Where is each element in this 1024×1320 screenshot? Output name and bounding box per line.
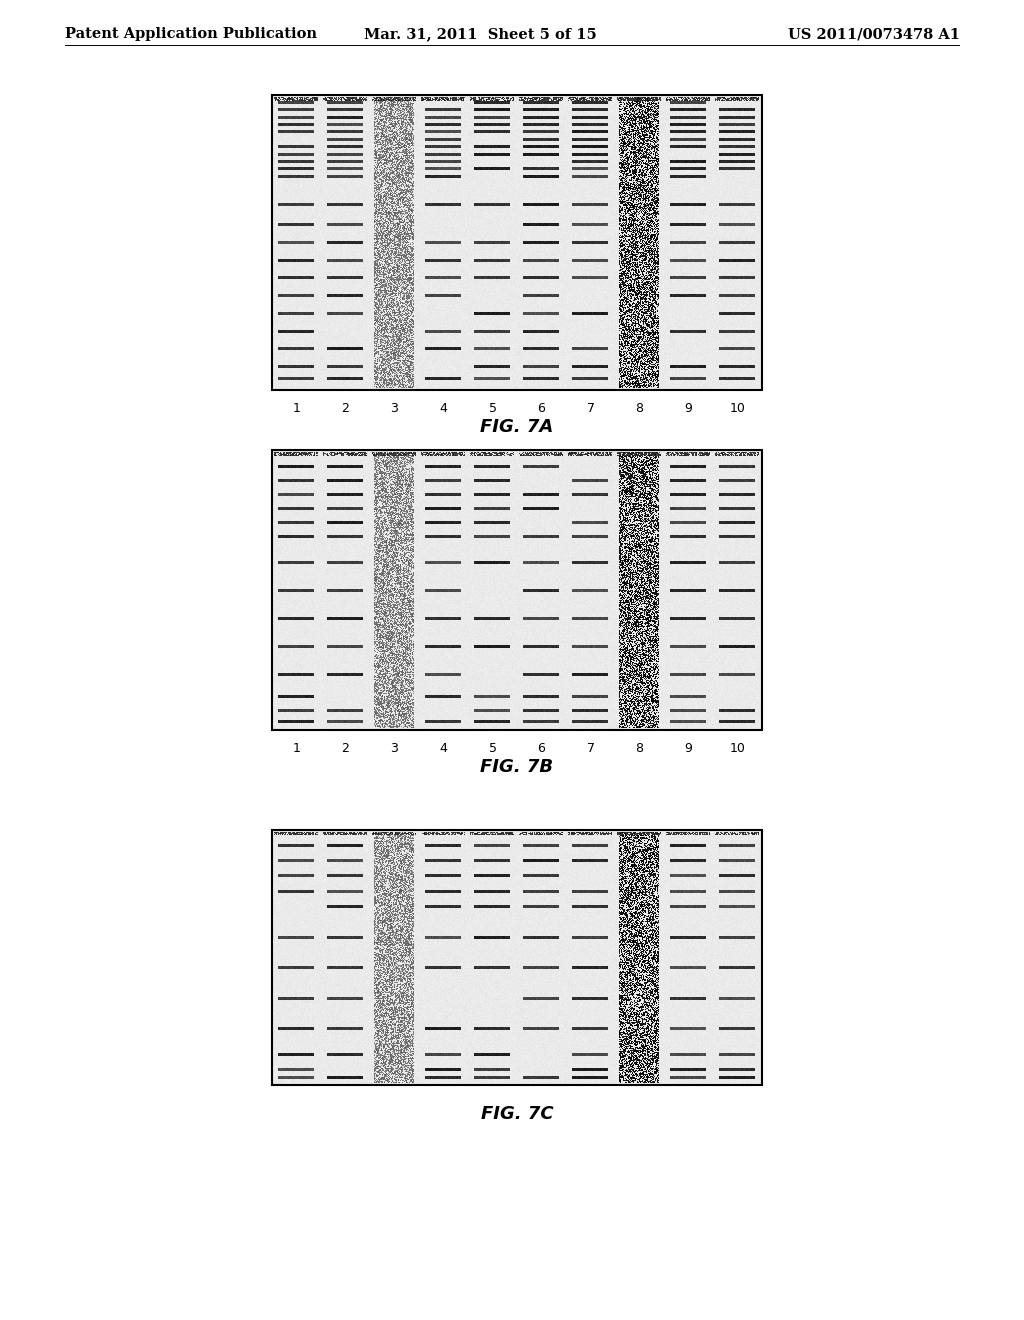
Text: 10: 10 <box>729 742 745 755</box>
Bar <box>272 95 762 389</box>
Text: Mar. 31, 2011  Sheet 5 of 15: Mar. 31, 2011 Sheet 5 of 15 <box>364 26 596 41</box>
Text: 9: 9 <box>685 403 692 414</box>
Text: 5: 5 <box>488 403 497 414</box>
Text: 10: 10 <box>729 403 745 414</box>
Text: 2: 2 <box>342 403 349 414</box>
Text: 9: 9 <box>685 742 692 755</box>
Text: 4: 4 <box>439 403 447 414</box>
Text: 7: 7 <box>587 403 595 414</box>
Text: 6: 6 <box>538 403 546 414</box>
Text: 6: 6 <box>538 742 546 755</box>
Text: US 2011/0073478 A1: US 2011/0073478 A1 <box>788 26 961 41</box>
Text: FIG. 7C: FIG. 7C <box>480 1105 553 1123</box>
Text: 8: 8 <box>636 403 643 414</box>
Text: 1: 1 <box>293 742 300 755</box>
Text: 3: 3 <box>390 403 398 414</box>
Bar <box>272 450 762 730</box>
Text: Patent Application Publication: Patent Application Publication <box>65 26 317 41</box>
Text: 7: 7 <box>587 742 595 755</box>
Text: 3: 3 <box>390 742 398 755</box>
Text: FIG. 7B: FIG. 7B <box>480 758 554 776</box>
Text: 1: 1 <box>293 403 300 414</box>
Text: 4: 4 <box>439 742 447 755</box>
Text: 2: 2 <box>342 742 349 755</box>
Text: 8: 8 <box>636 742 643 755</box>
Text: FIG. 7A: FIG. 7A <box>480 418 554 436</box>
Text: 5: 5 <box>488 742 497 755</box>
Bar <box>272 830 762 1085</box>
